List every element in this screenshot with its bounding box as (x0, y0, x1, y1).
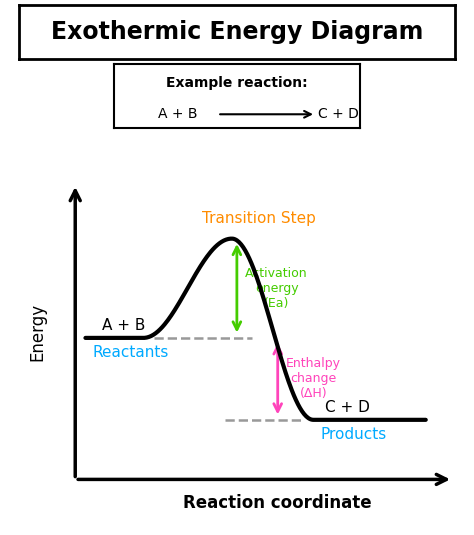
Text: Reactants: Reactants (92, 346, 169, 361)
Text: Reaction coordinate: Reaction coordinate (183, 494, 372, 513)
Text: Transition Step: Transition Step (202, 211, 316, 226)
Text: Exothermic Energy Diagram: Exothermic Energy Diagram (51, 20, 423, 44)
Text: Activation
energy
(Ea): Activation energy (Ea) (246, 267, 308, 310)
Text: Enthalpy
change
(ΔH): Enthalpy change (ΔH) (286, 357, 341, 400)
Text: Example reaction:: Example reaction: (166, 77, 308, 90)
Text: A + B: A + B (158, 108, 198, 121)
Text: Energy: Energy (29, 303, 47, 361)
Text: A + B: A + B (102, 318, 146, 333)
Text: C + D: C + D (325, 400, 370, 415)
Text: Products: Products (320, 427, 386, 442)
Text: C + D: C + D (319, 108, 359, 121)
